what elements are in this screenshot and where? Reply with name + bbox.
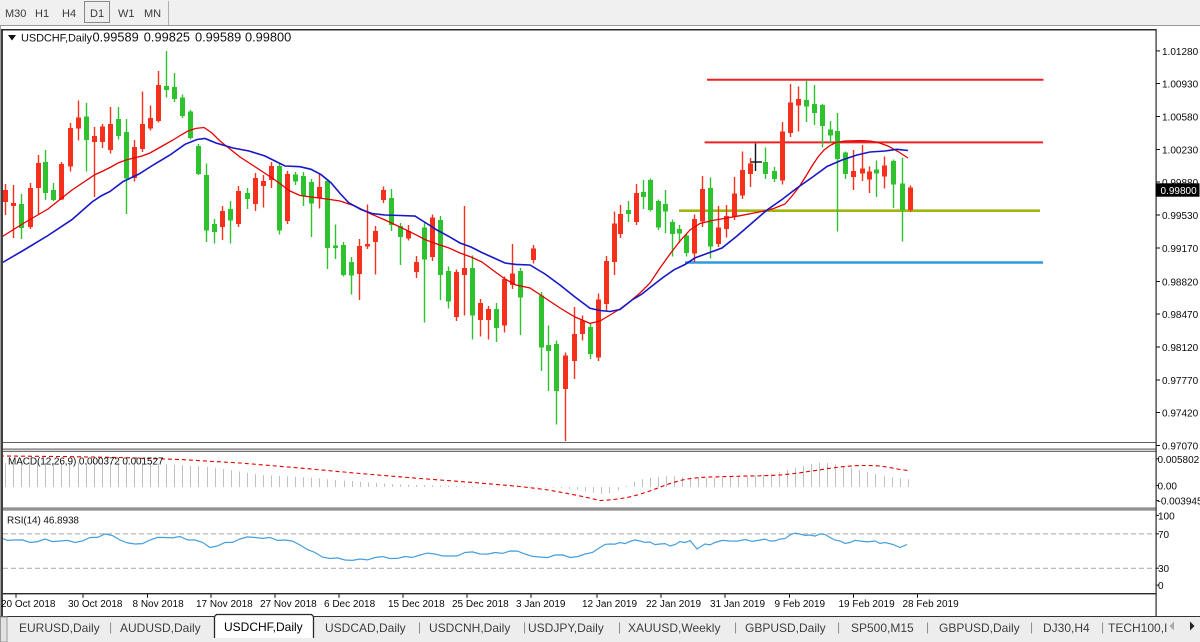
svg-text:1.00930: 1.00930 <box>1162 80 1199 91</box>
svg-text:22 Jan 2019: 22 Jan 2019 <box>646 599 701 610</box>
svg-text:9 Feb 2019: 9 Feb 2019 <box>775 599 826 610</box>
svg-text:0.99589: 0.99589 <box>195 30 241 45</box>
svg-text:XAUUSD,Weekly: XAUUSD,Weekly <box>628 621 720 635</box>
svg-text:12 Jan 2019: 12 Jan 2019 <box>582 599 637 610</box>
svg-text:0.99800: 0.99800 <box>1161 186 1198 197</box>
svg-text:AUDUSD,Daily: AUDUSD,Daily <box>120 621 201 635</box>
svg-text:0.98470: 0.98470 <box>1162 310 1199 321</box>
svg-text:0.99170: 0.99170 <box>1162 244 1199 255</box>
svg-text:W1: W1 <box>118 8 135 20</box>
svg-text:GBPUSD,Daily: GBPUSD,Daily <box>939 621 1020 635</box>
svg-text:25 Dec 2018: 25 Dec 2018 <box>452 599 509 610</box>
svg-text:8 Nov 2018: 8 Nov 2018 <box>133 599 185 610</box>
svg-text:USDCHF,Daily: USDCHF,Daily <box>224 620 303 634</box>
svg-text:DJ30,H4: DJ30,H4 <box>1043 621 1090 635</box>
svg-text:6 Dec 2018: 6 Dec 2018 <box>324 599 376 610</box>
svg-text:|: | <box>618 620 621 634</box>
svg-text:MACD(12,26,9) 0.000372 0.00152: MACD(12,26,9) 0.000372 0.001527 <box>8 457 164 468</box>
svg-text:70: 70 <box>1158 530 1170 541</box>
svg-text:|: | <box>837 620 840 634</box>
svg-text:0.00: 0.00 <box>1158 482 1178 493</box>
svg-text:EURUSD,Daily: EURUSD,Daily <box>19 621 100 635</box>
svg-text:1.00230: 1.00230 <box>1162 146 1199 157</box>
svg-text:1.01280: 1.01280 <box>1162 47 1199 58</box>
svg-text:0.98820: 0.98820 <box>1162 278 1199 289</box>
svg-text:GBPUSD,Daily: GBPUSD,Daily <box>745 621 826 635</box>
svg-text:27 Nov 2018: 27 Nov 2018 <box>260 599 317 610</box>
svg-text:0.005802: 0.005802 <box>1158 455 1200 466</box>
svg-text:0.99800: 0.99800 <box>245 30 291 45</box>
svg-text:|: | <box>926 620 929 634</box>
svg-text:31 Jan 2019: 31 Jan 2019 <box>710 599 765 610</box>
svg-text:|: | <box>418 620 421 634</box>
svg-text:0.99825: 0.99825 <box>144 30 190 45</box>
svg-text:15 Dec 2018: 15 Dec 2018 <box>388 599 445 610</box>
svg-text:100: 100 <box>1158 511 1175 522</box>
svg-text:0.97420: 0.97420 <box>1162 409 1199 420</box>
svg-text:20 Oct 2018: 20 Oct 2018 <box>1 599 56 610</box>
svg-text:|: | <box>109 620 112 634</box>
svg-text:0.97770: 0.97770 <box>1162 376 1199 387</box>
svg-text:3 Jan 2019: 3 Jan 2019 <box>516 599 566 610</box>
svg-text:USDCAD,Daily: USDCAD,Daily <box>325 621 406 635</box>
svg-text:1.00580: 1.00580 <box>1162 113 1199 124</box>
svg-text:0.97070: 0.97070 <box>1162 442 1199 453</box>
svg-text:0.99530: 0.99530 <box>1162 211 1199 222</box>
svg-text:USDCNH,Daily: USDCNH,Daily <box>429 621 510 635</box>
svg-text:|: | <box>523 620 526 634</box>
svg-text:19 Feb 2019: 19 Feb 2019 <box>839 599 896 610</box>
svg-text:17 Nov 2018: 17 Nov 2018 <box>196 599 253 610</box>
svg-text:30 Oct 2018: 30 Oct 2018 <box>68 599 123 610</box>
svg-text:TECH100,I: TECH100,I <box>1108 621 1167 635</box>
svg-text:30: 30 <box>1158 564 1170 575</box>
svg-text:0.99589: 0.99589 <box>93 30 139 45</box>
svg-text:USDCHF,Daily: USDCHF,Daily <box>21 33 93 45</box>
svg-text:SP500,M15: SP500,M15 <box>851 621 914 635</box>
svg-text:H4: H4 <box>62 8 76 20</box>
svg-text:-0.003945: -0.003945 <box>1158 497 1200 508</box>
svg-text:|: | <box>734 620 737 634</box>
svg-text:|: | <box>1101 620 1104 634</box>
svg-text:H1: H1 <box>35 8 49 20</box>
svg-text:M30: M30 <box>5 8 26 20</box>
svg-text:RSI(14) 46.8938: RSI(14) 46.8938 <box>7 516 79 527</box>
svg-text:MN: MN <box>144 8 161 20</box>
svg-text:28 Feb 2019: 28 Feb 2019 <box>903 599 960 610</box>
svg-text:|: | <box>1030 620 1033 634</box>
svg-text:0: 0 <box>1158 581 1164 592</box>
svg-text:USDJPY,Daily: USDJPY,Daily <box>528 621 604 635</box>
svg-text:D1: D1 <box>90 8 104 20</box>
svg-text:0.98120: 0.98120 <box>1162 343 1199 354</box>
